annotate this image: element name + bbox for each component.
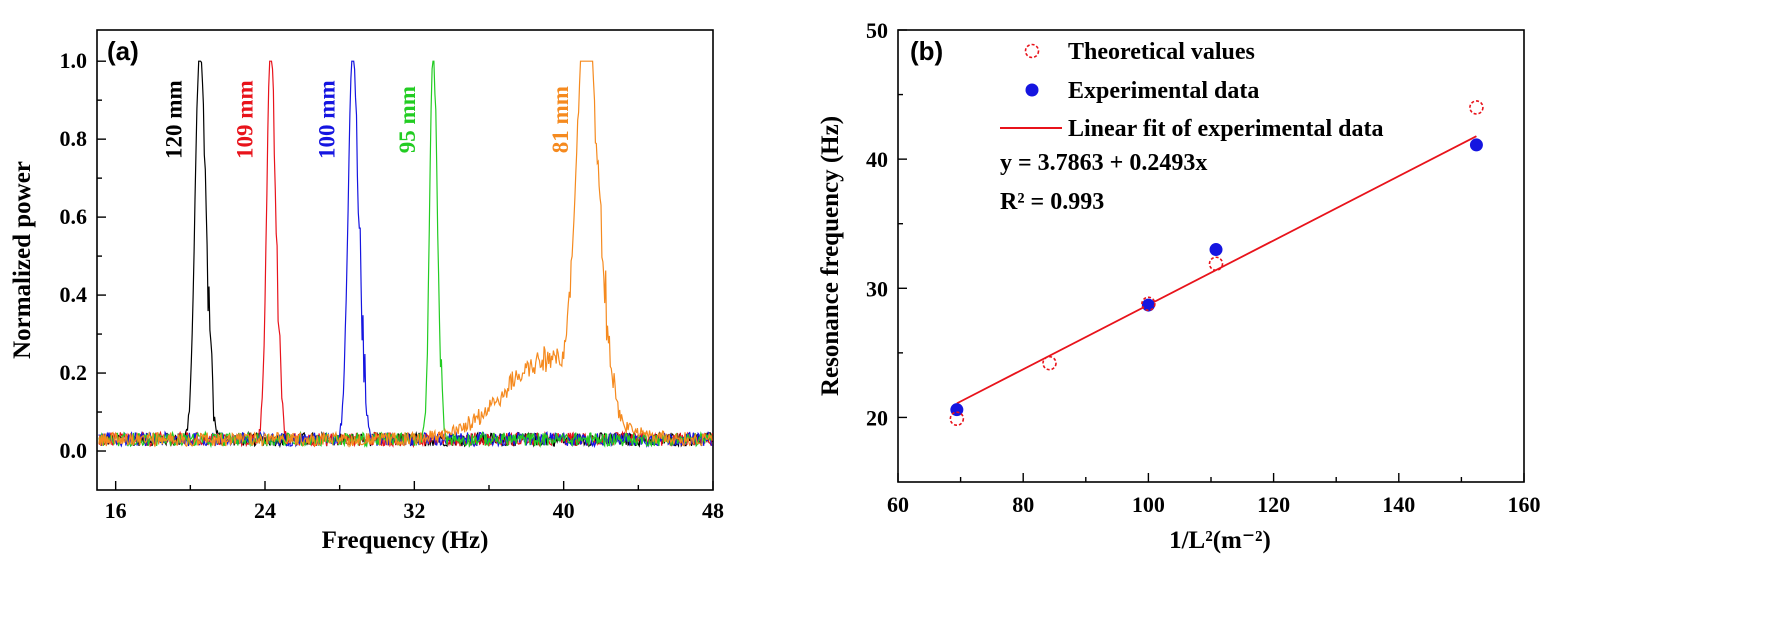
chart-b-legend: Theoretical values Experimental data Lin… [1000, 39, 1384, 142]
chart-a-peak-label: 109 mm [233, 80, 258, 159]
chart-b-x-tick-label: 140 [1382, 492, 1415, 517]
chart-b-x-axis-title: 1/L²(m⁻²) [1169, 527, 1271, 554]
chart-a-peak-label: 95 mm [395, 86, 420, 153]
chart-a-peak-labels: 120 mm 109 mm 100 mm 95 mm 81 mm [162, 80, 573, 159]
chart-a-normalized-power: 16 24 32 40 48 0.0 0.2 0.4 0.6 0.8 1.0 120 mm 109 m… [9, 29, 725, 554]
chart-a-panel-label: (a) [107, 36, 139, 66]
chart-b-ticks: 60 80 100 120 140 160 20 30 40 50 [866, 18, 1541, 517]
chart-b-y-tick-label: 30 [866, 276, 888, 301]
chart-a-y-tick-label: 1.0 [60, 48, 88, 73]
chart-b-linear-fit [956, 135, 1477, 405]
chart-b-y-axis-title: Resonance frequency (Hz) [817, 116, 844, 396]
chart-b-r-squared: R² = 0.993 [1000, 189, 1104, 215]
chart-b-fit-equation: y = 3.7863 + 0.2493x [1000, 150, 1207, 176]
chart-b-x-tick-label: 100 [1132, 492, 1165, 517]
chart-a-series [98, 60, 713, 449]
chart-b-points [949, 100, 1484, 427]
chart-b-theoretical-point [1469, 100, 1484, 115]
legend-fit-label: Linear fit of experimental data [1068, 116, 1384, 142]
chart-b-resonance-frequency: 60 80 100 120 140 160 20 30 40 50 (b) Theoretical… [817, 18, 1541, 554]
legend-experimental-marker [1025, 83, 1039, 97]
chart-a-peak-label: 81 mm [548, 86, 573, 153]
chart-b-theoretical-point [1208, 256, 1224, 272]
chart-a-peak-label: 100 mm [315, 80, 340, 159]
chart-a-ticks: 16 24 32 40 48 0.0 0.2 0.4 0.6 0.8 1.0 [60, 48, 725, 523]
chart-b-y-tick-label: 20 [866, 405, 888, 430]
chart-a-x-tick-label: 32 [403, 498, 425, 523]
chart-a-y-tick-label: 0.2 [60, 360, 88, 385]
chart-b-x-tick-label: 120 [1257, 492, 1290, 517]
legend-theoretical-marker [1024, 43, 1040, 59]
chart-b-experimental-point [1469, 138, 1483, 152]
chart-b-fit-line [956, 135, 1477, 405]
chart-a-x-tick-label: 16 [105, 498, 127, 523]
chart-a-x-tick-label: 48 [702, 498, 724, 523]
legend-experimental-label: Experimental data [1068, 78, 1259, 104]
chart-b-y-tick-label: 50 [866, 18, 888, 43]
chart-a-y-tick-label: 0.6 [60, 204, 88, 229]
chart-a-plot-frame [96, 29, 714, 491]
chart-b-x-tick-label: 60 [887, 492, 909, 517]
chart-b-theoretical-point [1141, 296, 1156, 312]
chart-a-y-tick-label: 0.4 [60, 282, 88, 307]
chart-a-y-tick-label: 0.8 [60, 126, 88, 151]
chart-b-theoretical-point [949, 411, 965, 427]
chart-a-series-line [98, 60, 713, 448]
chart-b-panel-label: (b) [910, 36, 943, 66]
chart-a-x-tick-label: 40 [553, 498, 575, 523]
legend-theoretical-label: Theoretical values [1068, 39, 1255, 65]
chart-a-y-tick-label: 0.0 [60, 438, 88, 463]
chart-b-experimental-point [1209, 243, 1223, 257]
chart-b-experimental-point [1141, 298, 1155, 312]
chart-b-theoretical-point [1042, 355, 1057, 371]
chart-b-x-tick-label: 160 [1508, 492, 1541, 517]
chart-a-x-tick-label: 24 [254, 498, 276, 523]
chart-b-x-tick-label: 80 [1012, 492, 1034, 517]
chart-b-y-tick-label: 40 [866, 147, 888, 172]
chart-a-peak-label: 120 mm [162, 80, 187, 159]
chart-a-y-axis-title: Normalized power [9, 161, 36, 359]
chart-a-x-axis-title: Frequency (Hz) [322, 527, 489, 554]
chart-b-experimental-point [950, 403, 964, 417]
